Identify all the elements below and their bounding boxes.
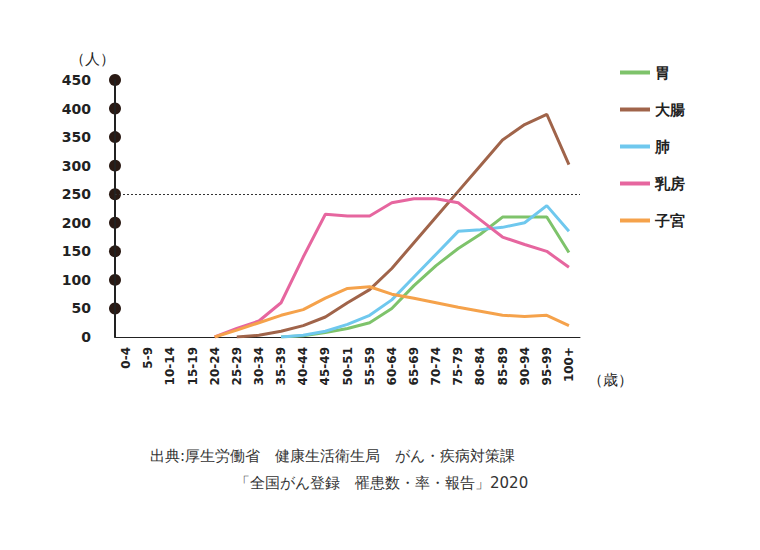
svg-text:（人）: （人） [70,50,115,68]
svg-text:85-89: 85-89 [496,347,510,385]
svg-text:10-14: 10-14 [163,347,177,385]
svg-text:25-29: 25-29 [230,347,244,385]
svg-text:乳房: 乳房 [654,175,685,193]
svg-text:60-64: 60-64 [385,347,399,385]
svg-text:0: 0 [81,329,91,345]
svg-text:65-69: 65-69 [407,347,421,385]
svg-text:200: 200 [62,215,91,231]
svg-text:75-79: 75-79 [451,347,465,385]
svg-text:40-44: 40-44 [296,347,310,385]
svg-text:100+: 100+ [562,347,576,382]
svg-text:45-49: 45-49 [318,347,332,385]
svg-text:大腸: 大腸 [655,101,685,119]
svg-text:450: 450 [62,72,91,88]
svg-text:「全国がん登録 罹患数・率・報告」2020: 「全国がん登録 罹患数・率・報告」2020 [235,474,528,492]
svg-text:55-59: 55-59 [363,347,377,385]
svg-text:150: 150 [62,243,91,259]
svg-text:300: 300 [62,158,91,174]
svg-text:0-4: 0-4 [119,347,133,369]
svg-text:95-99: 95-99 [540,347,554,385]
svg-text:100: 100 [62,272,91,288]
svg-text:50-51: 50-51 [341,347,355,385]
svg-text:70-74: 70-74 [429,347,443,385]
svg-text:400: 400 [62,101,91,117]
svg-text:15-19: 15-19 [186,347,200,385]
svg-text:250: 250 [62,186,91,202]
svg-text:肺: 肺 [654,138,670,156]
svg-text:350: 350 [62,129,91,145]
svg-text:30-34: 30-34 [252,347,266,385]
svg-text:50: 50 [72,300,92,316]
svg-text:35-39: 35-39 [274,347,288,385]
svg-text:（歳）: （歳） [588,371,633,389]
svg-text:子宮: 子宮 [654,212,685,230]
svg-text:80-84: 80-84 [473,347,487,385]
svg-text:胃: 胃 [655,64,670,82]
svg-text:出典:厚生労働省 健康生活衛生局 がん・疾病対策課: 出典:厚生労働省 健康生活衛生局 がん・疾病対策課 [150,447,515,465]
svg-text:90-94: 90-94 [518,347,532,385]
svg-text:5-9: 5-9 [141,347,155,369]
svg-text:20-24: 20-24 [208,347,222,385]
